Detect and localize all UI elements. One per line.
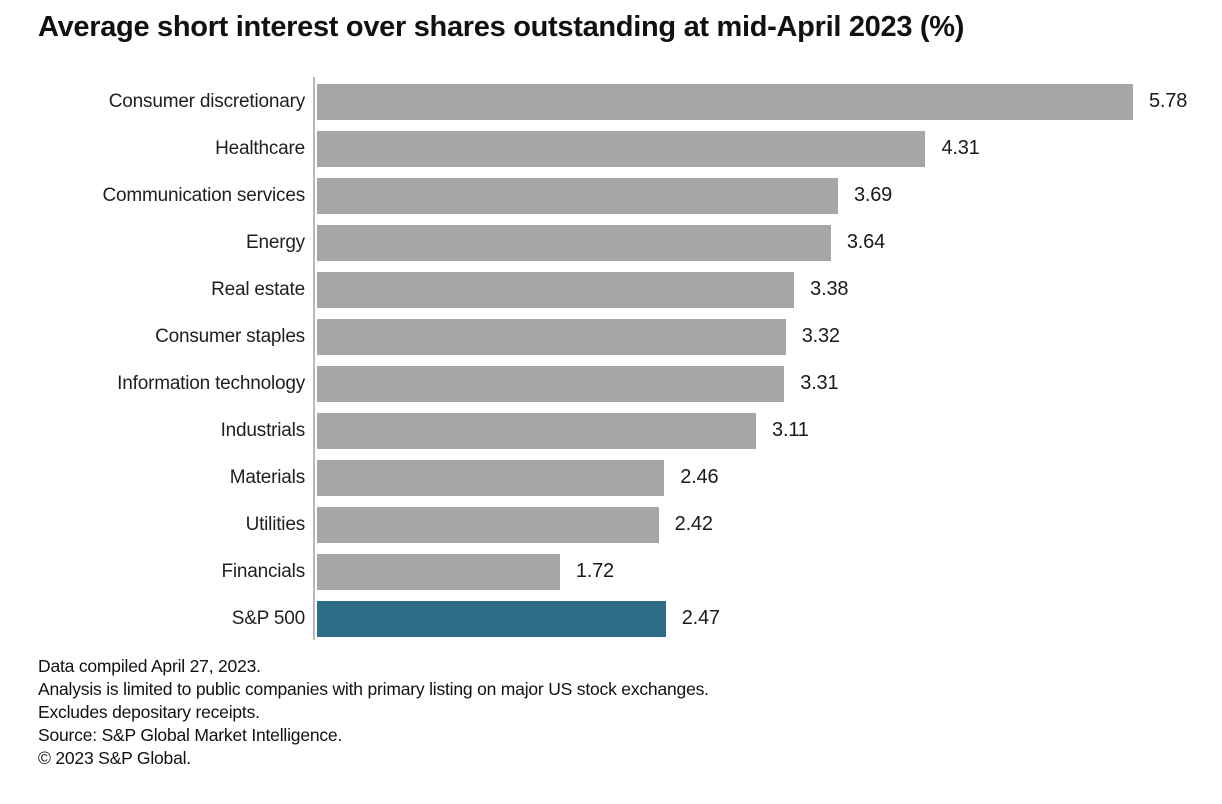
footnote-copyright: © 2023 S&P Global. bbox=[38, 748, 191, 768]
category-label: Industrials bbox=[220, 419, 306, 441]
category-label: Energy bbox=[245, 231, 305, 253]
chart-row: S&P 500 2.47 bbox=[38, 595, 1198, 642]
value-label: 3.69 bbox=[853, 184, 893, 206]
bar bbox=[317, 459, 665, 496]
value-label: 3.38 bbox=[810, 278, 849, 300]
chart-row: Communication services 3.69 bbox=[38, 172, 1198, 219]
bar-zone: 2.42 bbox=[317, 506, 1198, 543]
bar-zone: 3.69 bbox=[317, 177, 1198, 214]
chart-row: Energy 3.64 bbox=[38, 219, 1198, 266]
chart-row: Information technology 3.31 bbox=[38, 360, 1198, 407]
category-label: Utilities bbox=[245, 513, 306, 535]
bar bbox=[317, 224, 831, 261]
chart-title: Average short interest over shares outst… bbox=[38, 11, 965, 43]
chart-row: Industrials 3.11 bbox=[38, 407, 1198, 454]
value-label: 5.78 bbox=[1149, 90, 1188, 112]
footnote-analysis-scope: Analysis is limited to public companies … bbox=[38, 679, 709, 699]
bar-zone: 3.64 bbox=[317, 224, 1198, 261]
chart-row: Consumer discretionary 5.78 bbox=[38, 78, 1198, 125]
bar-zone: 1.72 bbox=[317, 553, 1198, 590]
value-label: 3.32 bbox=[801, 325, 840, 347]
chart-row: Utilities 2.42 bbox=[38, 501, 1198, 548]
chart-row: Real estate 3.38 bbox=[38, 266, 1198, 313]
category-label: Healthcare bbox=[215, 137, 305, 159]
category-label: Communication services bbox=[102, 184, 305, 206]
bar bbox=[317, 506, 659, 543]
value-label: 1.72 bbox=[575, 560, 614, 582]
category-label: Financials bbox=[221, 560, 305, 582]
chart-row: Financials 1.72 bbox=[38, 548, 1198, 595]
bar bbox=[317, 412, 757, 449]
chart-rows: Consumer discretionary 5.78 Healthcare 4.31… bbox=[38, 78, 1198, 642]
chart-row: Healthcare 4.31 bbox=[38, 125, 1198, 172]
bar-chart: Consumer discretionary 5.78 Healthcare 4.31… bbox=[38, 77, 1198, 642]
footnote-exclusions: Excludes depositary receipts. bbox=[38, 702, 260, 722]
category-label: Consumer staples bbox=[155, 325, 305, 347]
value-label: 3.11 bbox=[772, 419, 809, 441]
bar-zone: 3.11 bbox=[317, 412, 1198, 449]
chart-row: Materials 2.46 bbox=[38, 454, 1198, 501]
value-label: 2.46 bbox=[680, 466, 719, 488]
bar bbox=[317, 365, 785, 402]
bar-zone: 5.78 bbox=[317, 83, 1198, 120]
value-label: 3.64 bbox=[846, 231, 886, 253]
category-label: Materials bbox=[229, 466, 305, 488]
bar-zone: 3.38 bbox=[317, 271, 1198, 308]
bar bbox=[317, 83, 1133, 120]
bar bbox=[317, 318, 786, 355]
bar-zone: 2.46 bbox=[317, 459, 1198, 496]
category-label: Consumer discretionary bbox=[108, 90, 305, 112]
value-label: 2.42 bbox=[674, 513, 713, 535]
category-label: Information technology bbox=[117, 372, 305, 394]
bar-zone: 3.32 bbox=[317, 318, 1198, 355]
bar-highlight bbox=[317, 600, 666, 637]
value-label: 4.31 bbox=[941, 137, 980, 159]
bar-zone: 4.31 bbox=[317, 130, 1198, 167]
bar-zone: 3.31 bbox=[317, 365, 1198, 402]
chart-row: Consumer staples 3.32 bbox=[38, 313, 1198, 360]
bar bbox=[317, 130, 926, 167]
footnotes: Data compiled April 27, 2023. Analysis i… bbox=[38, 655, 709, 770]
bar bbox=[317, 271, 795, 308]
footnote-source: Source: S&P Global Market Intelligence. bbox=[38, 725, 343, 745]
bar-zone: 2.47 bbox=[317, 600, 1198, 637]
bar bbox=[317, 553, 560, 590]
bar bbox=[317, 177, 838, 214]
category-label: S&P 500 bbox=[231, 607, 305, 629]
footnote-data-compiled: Data compiled April 27, 2023. bbox=[38, 656, 261, 676]
y-axis-line bbox=[313, 77, 315, 640]
value-label: 3.31 bbox=[800, 372, 839, 394]
value-label: 2.47 bbox=[681, 607, 720, 629]
category-label: Real estate bbox=[211, 278, 305, 300]
